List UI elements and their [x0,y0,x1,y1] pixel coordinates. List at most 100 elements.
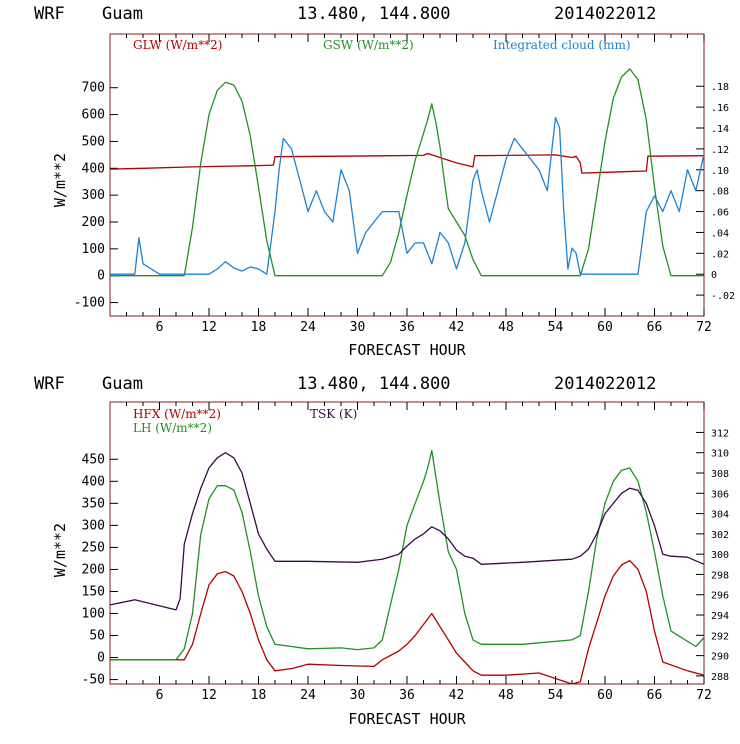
y-tick-label: 300 [82,188,105,203]
y2-tick-label: 304 [711,510,729,521]
panel2-y-axis-label: W/m**2 [51,523,69,577]
y2-tick-label: 308 [711,469,729,480]
panel1-model: WRF [34,4,65,24]
panel2-plot: 6 12 18 24 30 36 42 48 54 60 66 72 -50 0 50 100 150 200 2… [82,401,729,703]
y-tick-label: 100 [82,242,105,257]
series-line-0-2 [110,116,704,275]
x-tick-label: 60 [597,688,613,703]
x-tick-label: 72 [696,320,712,335]
x-tick-label: 54 [548,688,564,703]
y-tick-label: -100 [74,296,105,311]
y-tick-label: 300 [82,518,105,533]
y2-tick-label: .02 [711,249,729,260]
x-tick-label: 6 [156,688,164,703]
panel2-x-ticks: 6 12 18 24 30 36 42 48 54 60 66 72 [126,402,712,703]
y2-tick-label: .14 [711,124,729,135]
panel1-plot: 6 12 18 24 30 36 42 48 54 60 66 72 -100 0 100 200 300 40… [74,33,735,335]
y-tick-label: 250 [82,540,105,555]
panel1-legend-gsw: GSW (W/m**2) [323,38,414,52]
x-tick-label: 48 [498,688,514,703]
panel2-legend-lh: LH (W/m**2) [133,421,212,435]
panel2-site: Guam [102,374,143,394]
y2-tick-label: 290 [711,652,729,663]
x-tick-label: 18 [251,688,267,703]
panel1-legend-cloud: Integrated cloud (mm) [493,38,631,52]
panel1-site: Guam [102,4,143,24]
panel1-init-time: 2014022012 [554,4,656,24]
y-tick-label: 150 [82,584,105,599]
y-tick-label: 200 [82,215,105,230]
y2-tick-label: .12 [711,145,729,156]
x-tick-label: 12 [201,320,217,335]
x-tick-label: 30 [350,688,366,703]
x-tick-label: 36 [399,688,415,703]
y2-tick-label: .08 [711,187,729,198]
y2-tick-label: 298 [711,570,729,581]
y2-tick-label: .06 [711,208,729,219]
y2-tick-label: 312 [711,428,729,439]
y2-tick-label: 292 [711,631,729,642]
panel1-x-ticks: 6 12 18 24 30 36 42 48 54 60 66 72 [126,34,712,335]
y-tick-label: 700 [82,81,105,96]
y-tick-label: 600 [82,108,105,123]
y-tick-label: 500 [82,134,105,149]
x-tick-label: 42 [449,320,465,335]
x-tick-label: 60 [597,320,613,335]
y2-tick-label: .16 [711,103,729,114]
panel1-series-lines [110,68,704,277]
x-tick-label: 36 [399,320,415,335]
y-tick-label: 400 [82,161,105,176]
panel2-legend-tsk: TSK (K) [310,407,357,421]
x-tick-label: 6 [156,320,164,335]
panel1-y-axis-label: W/m**2 [51,153,69,207]
series-line-1-1 [110,449,704,661]
x-tick-label: 12 [201,688,217,703]
y-tick-label: 0 [97,651,105,666]
panel2-model: WRF [34,374,65,394]
y-tick-label: 100 [82,607,105,622]
x-tick-label: 30 [350,320,366,335]
y-tick-label: 400 [82,474,105,489]
panel1-y2-ticks: -.02 0 .02 .04 .06 .08 .10 .12 .14 .16 .18 [696,82,735,302]
x-tick-label: 42 [449,688,465,703]
y2-tick-label: -.02 [711,291,735,302]
x-tick-label: 66 [647,688,663,703]
y2-tick-label: 294 [711,611,729,622]
y2-tick-label: 0 [711,270,717,281]
y-tick-label: 50 [89,629,105,644]
x-tick-label: 18 [251,320,267,335]
x-tick-label: 24 [300,320,316,335]
y-tick-label: -50 [82,673,105,688]
panel1-legend-glw: GLW (W/m**2) [133,38,222,52]
y2-tick-label: 300 [711,550,729,561]
y2-tick-label: .04 [711,228,729,239]
y-tick-label: 350 [82,496,105,511]
y2-tick-label: 310 [711,449,729,460]
panel2-y-ticks: -50 0 50 100 150 200 250 300 350 400 450 [82,452,118,688]
y-tick-label: 200 [82,562,105,577]
series-line-0-1 [110,68,704,277]
series-line-1-0 [110,559,704,684]
y-tick-label: 450 [82,452,105,467]
y2-tick-label: 296 [711,591,729,602]
y2-tick-label: 288 [711,672,729,683]
y2-tick-label: .10 [711,166,729,177]
panel2-init-time: 2014022012 [554,374,656,394]
x-tick-label: 24 [300,688,316,703]
y2-tick-label: 302 [711,530,729,541]
panel2-series-lines [110,449,704,684]
panel1-coords: 13.480, 144.800 [297,4,451,24]
x-tick-label: 66 [647,320,663,335]
panel1-y-ticks: -100 0 100 200 300 400 500 600 700 [74,81,118,311]
panel2-coords: 13.480, 144.800 [297,374,451,394]
panel2-frame [109,401,705,685]
x-tick-label: 72 [696,688,712,703]
panel2-legend-hfx: HFX (W/m**2) [133,407,221,421]
y2-tick-label: 306 [711,489,729,500]
series-line-1-2 [110,452,704,611]
panel2-x-axis-label: FORECAST HOUR [348,710,466,728]
x-tick-label: 54 [548,320,564,335]
panel1-x-axis-label: FORECAST HOUR [348,341,466,359]
